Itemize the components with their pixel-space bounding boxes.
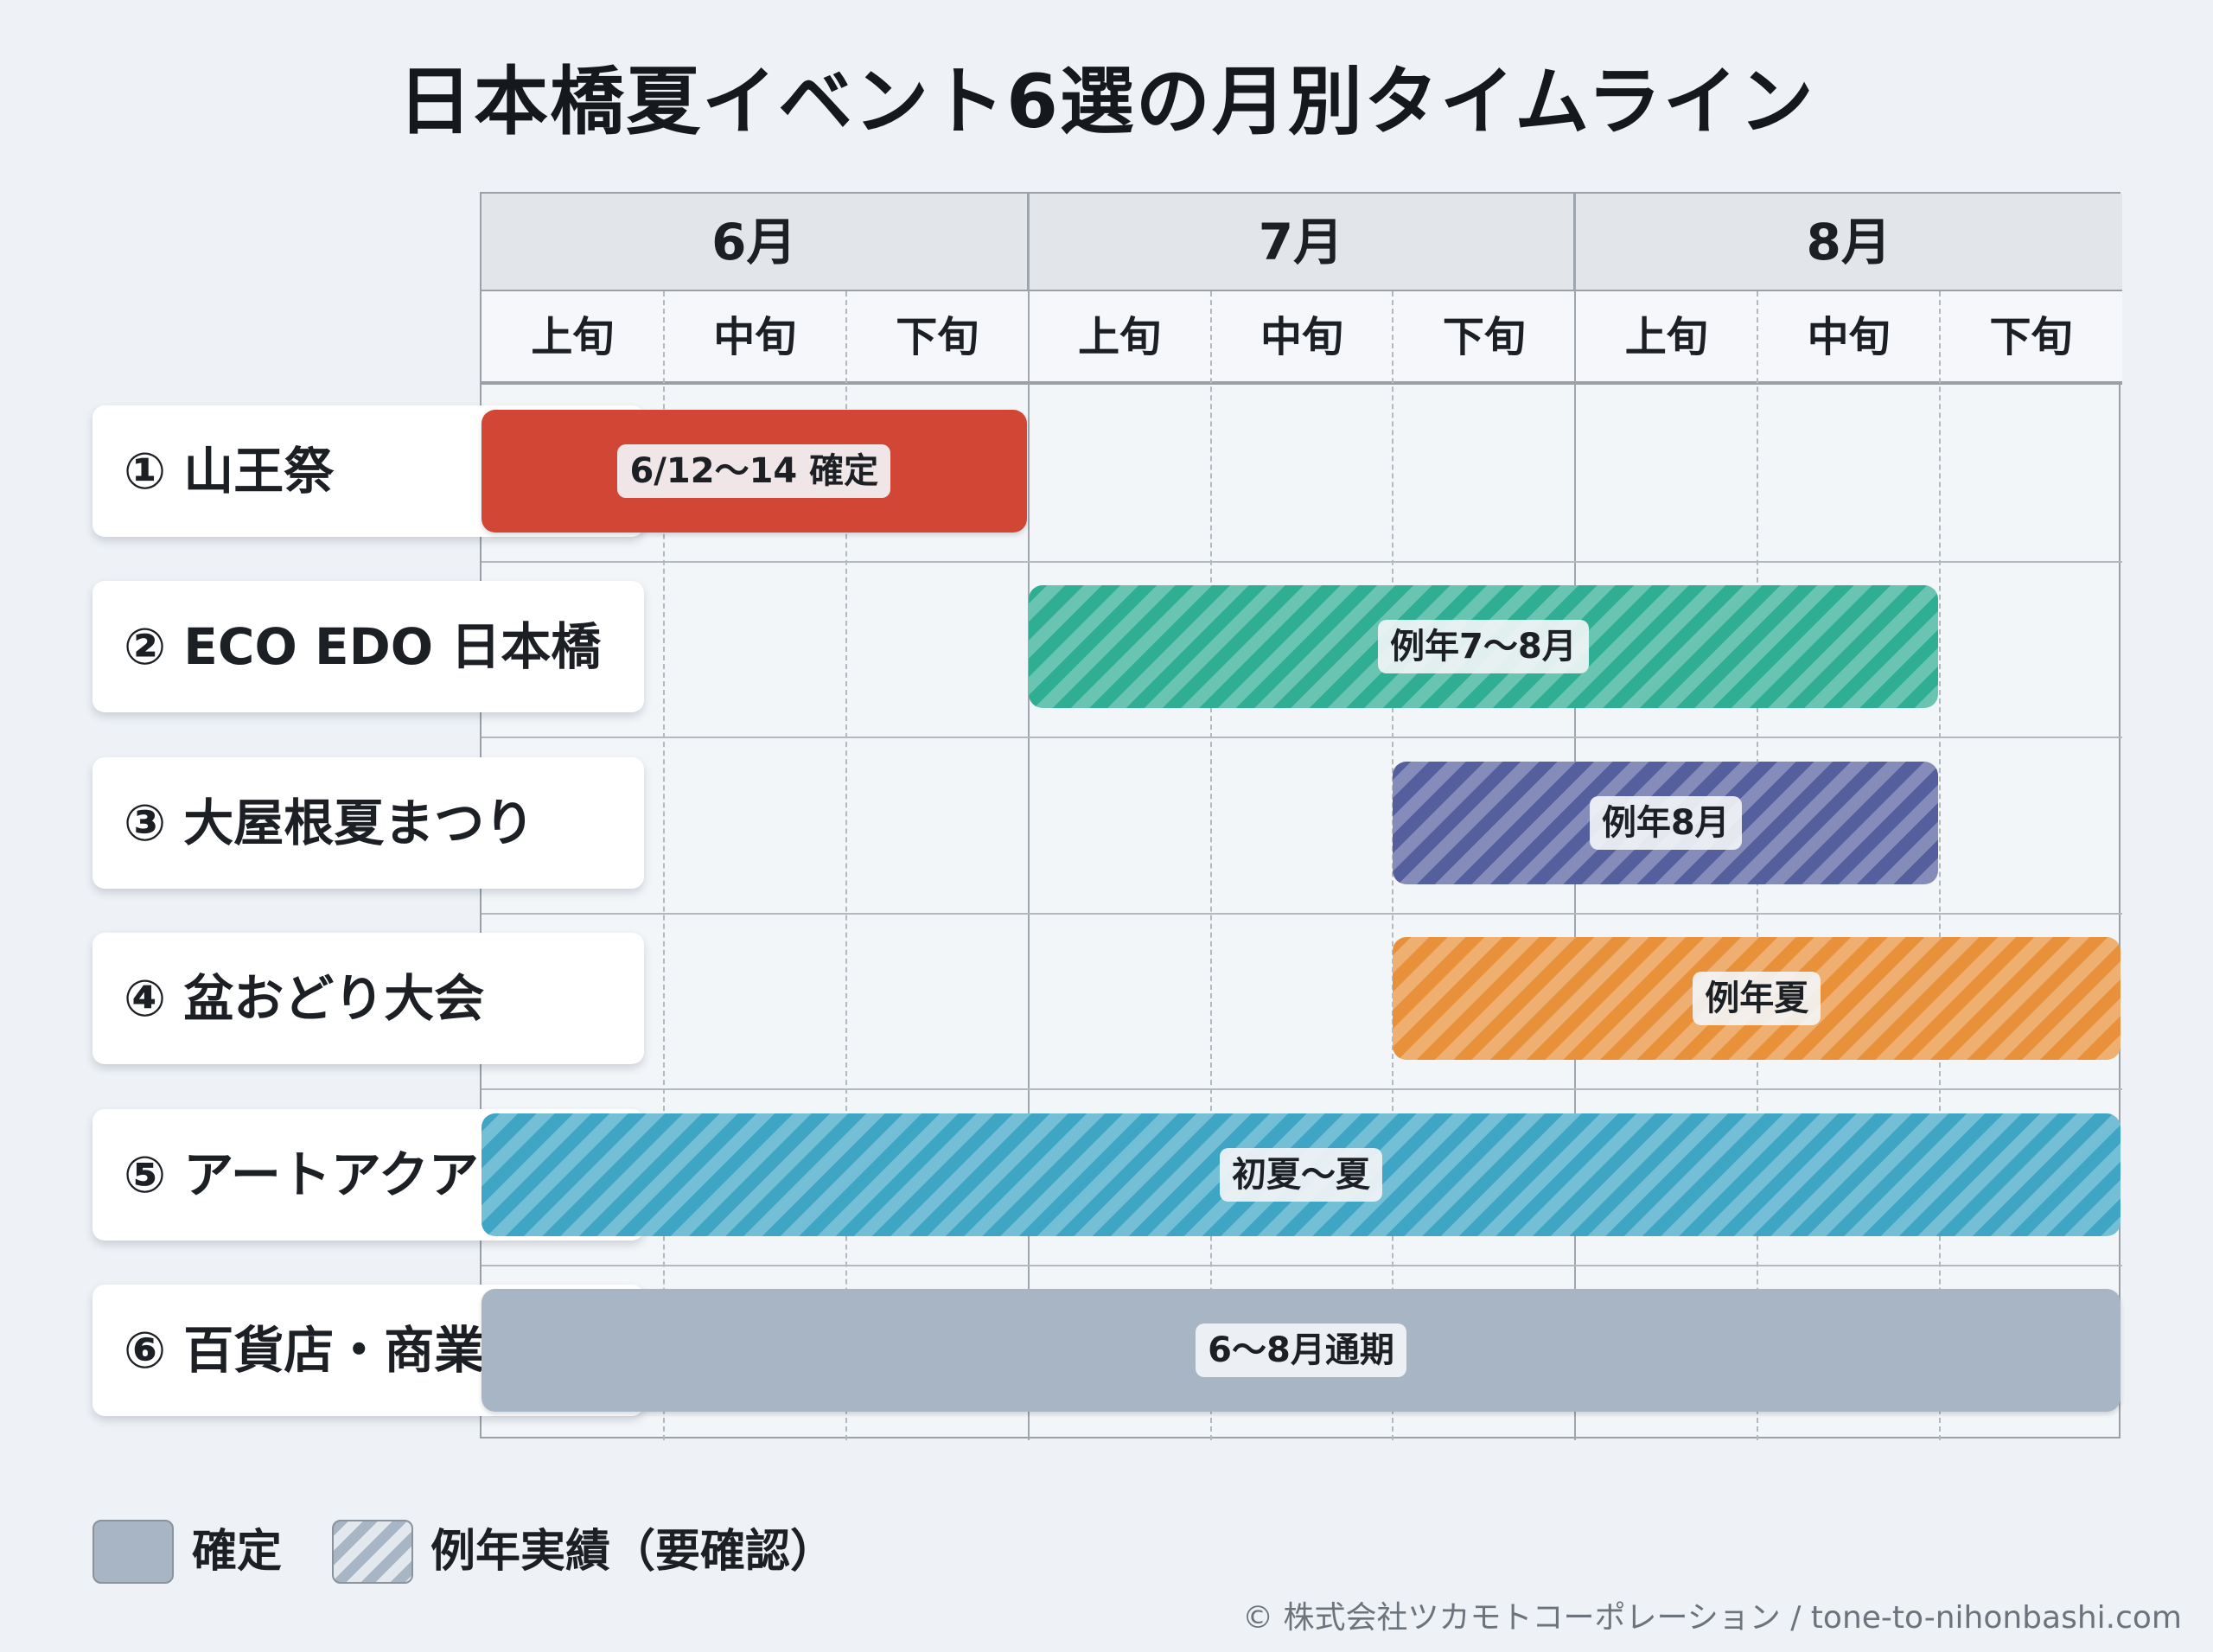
legend-confirmed-label: 確定 <box>192 1526 283 1578</box>
month-header-2: 7月 <box>1028 194 1576 291</box>
chart-title: 日本橋夏イベント6選の月別タイムライン <box>398 59 1815 145</box>
row-divider <box>482 912 2122 915</box>
dekad-header: 下旬 <box>1393 291 1576 385</box>
row-divider <box>482 1088 2122 1090</box>
dekad-divider <box>845 291 847 1440</box>
month-divider <box>1027 194 1030 1440</box>
row-divider <box>482 1264 2122 1266</box>
event-bar-label-4: 例年夏 <box>1693 972 1821 1026</box>
event-bar-6: 6〜8月通期 <box>482 1289 2121 1413</box>
event-bar-4: 例年夏 <box>1393 937 2121 1061</box>
event-bar-3: 例年8月 <box>1393 761 1939 884</box>
row-divider <box>482 737 2122 738</box>
event-bar-label-1: 6/12〜14 確定 <box>617 443 891 498</box>
month-header-3: 8月 <box>1575 194 2122 291</box>
legend-confirmed-swatch <box>92 1520 174 1584</box>
event-bar-5: 初夏〜夏 <box>482 1113 2121 1236</box>
dekad-header: 下旬 <box>845 291 1029 385</box>
event-label-3: ③ 大屋根夏まつり <box>92 756 644 889</box>
event-bar-label-6: 6〜8月通期 <box>1196 1324 1406 1378</box>
legend-estimated-label: 例年実績（要確認） <box>430 1526 836 1578</box>
event-label-2: ② ECO EDO 日本橋 <box>92 581 644 713</box>
event-label-4: ④ 盆おどり大会 <box>92 933 644 1065</box>
event-bar-2: 例年7〜8月 <box>1028 585 1939 709</box>
dekad-header: 下旬 <box>1940 291 2122 385</box>
dekad-divider <box>1209 291 1212 1440</box>
dekad-divider <box>662 291 665 1440</box>
dekad-header: 中旬 <box>1757 291 1941 385</box>
event-bar-label-2: 例年7〜8月 <box>1378 620 1589 674</box>
dekad-header: 上旬 <box>482 291 664 385</box>
event-bar-label-3: 例年8月 <box>1589 795 1742 850</box>
dekad-divider <box>1939 291 1942 1440</box>
dekad-header: 中旬 <box>663 291 846 385</box>
dekad-header: 上旬 <box>1575 291 1758 385</box>
row-divider <box>482 560 2122 563</box>
legend-estimated-swatch <box>332 1520 413 1584</box>
copyright-footer: © 株式会社ツカモトコーポレーション / tone-to-nihonbashi.… <box>1242 1600 2182 1636</box>
dekad-header: 中旬 <box>1210 291 1393 385</box>
month-header-1: 6月 <box>482 194 1029 291</box>
event-bar-1: 6/12〜14 確定 <box>482 409 1027 533</box>
event-bar-label-5: 初夏〜夏 <box>1220 1147 1382 1202</box>
dekad-header: 上旬 <box>1028 291 1211 385</box>
